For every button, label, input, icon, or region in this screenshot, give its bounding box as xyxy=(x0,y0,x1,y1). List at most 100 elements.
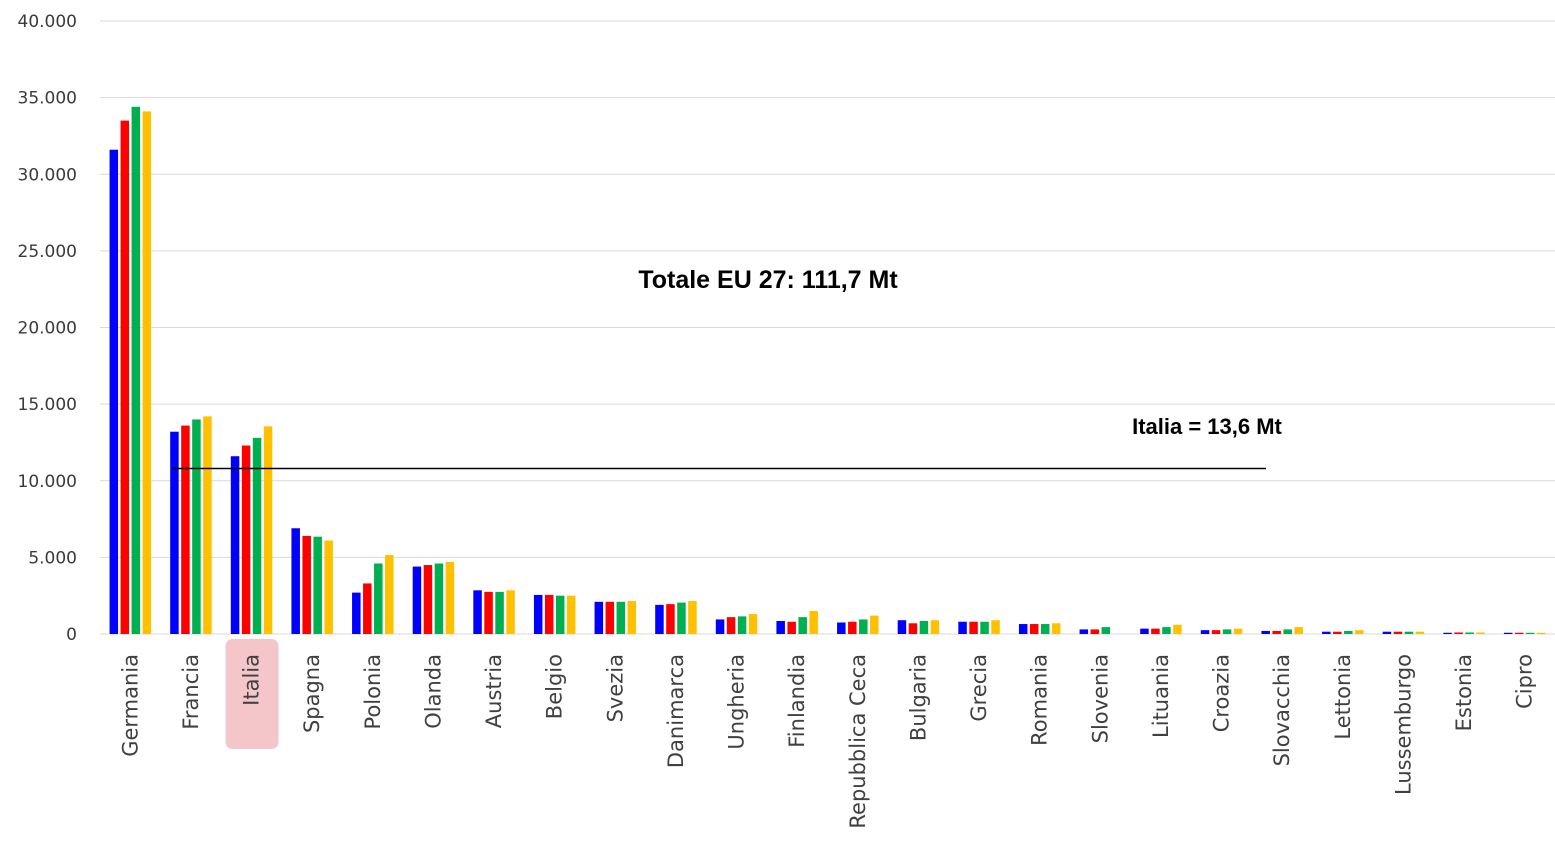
y-tick-label: 5.000 xyxy=(28,548,77,568)
x-tick-label: Romania xyxy=(1028,654,1052,746)
bar xyxy=(1344,630,1353,634)
bar xyxy=(715,619,725,634)
y-tick-label: 0 xyxy=(66,625,77,645)
bar xyxy=(1443,632,1452,634)
bar xyxy=(1355,630,1364,634)
bar xyxy=(555,595,565,634)
bar xyxy=(616,601,626,634)
bar xyxy=(484,591,493,634)
bar xyxy=(434,563,444,634)
highlight-italia xyxy=(225,639,279,749)
bar xyxy=(1415,631,1425,634)
bar xyxy=(1040,624,1050,634)
x-tick-label: Germania xyxy=(118,654,142,757)
category-highlight xyxy=(225,639,279,749)
bar xyxy=(1536,632,1546,634)
bar xyxy=(324,540,333,634)
bar xyxy=(230,456,240,634)
bar xyxy=(737,616,747,634)
bar xyxy=(848,621,857,634)
bar xyxy=(897,620,907,634)
bar xyxy=(837,622,846,634)
bar xyxy=(374,563,383,634)
bar xyxy=(726,617,736,634)
bar xyxy=(291,528,300,634)
bar xyxy=(1090,629,1100,634)
bar xyxy=(313,536,322,634)
bar xyxy=(1222,629,1232,634)
bar xyxy=(495,591,504,634)
gridlines xyxy=(100,20,1555,635)
bar xyxy=(263,426,273,634)
bar xyxy=(748,614,758,634)
bar xyxy=(1079,629,1089,634)
x-tick-label: Finlandia xyxy=(785,654,809,748)
bar xyxy=(385,555,394,634)
bar xyxy=(1503,632,1513,634)
bar xyxy=(798,617,807,634)
y-tick-label: 20.000 xyxy=(18,319,77,339)
bar xyxy=(252,437,262,634)
x-tick-label: Croazia xyxy=(1210,654,1234,732)
bar xyxy=(1476,632,1485,634)
bar xyxy=(688,601,697,634)
bar xyxy=(192,419,201,634)
x-axis: Germania Francia Italia Spagna Polonia Olanda… xyxy=(118,654,1536,829)
x-tick-label: Austria xyxy=(482,654,506,728)
bar xyxy=(958,621,967,634)
bar xyxy=(605,601,615,634)
bar xyxy=(908,623,918,634)
bar xyxy=(594,601,604,634)
bar xyxy=(566,595,576,634)
x-tick-label: Olanda xyxy=(421,654,445,729)
bar xyxy=(1151,628,1160,634)
bar xyxy=(506,590,515,634)
bar xyxy=(1162,627,1171,634)
annotation-total-eu: Totale EU 27: 111,7 Mt xyxy=(638,266,898,294)
bar xyxy=(1322,631,1331,634)
bars xyxy=(109,106,1546,635)
x-tick-label: Bulgaria xyxy=(906,654,930,741)
bar xyxy=(1333,631,1342,634)
bar xyxy=(1101,627,1111,634)
x-tick-label: Lussemburgo xyxy=(1391,654,1415,795)
x-tick-label: Spagna xyxy=(300,654,324,733)
bar xyxy=(655,604,664,634)
bar xyxy=(181,425,190,634)
bar xyxy=(1200,630,1210,634)
x-tick-label: Svezia xyxy=(603,654,627,722)
bar xyxy=(1283,629,1292,634)
annotation-italia: Italia = 13,6 Mt xyxy=(1132,414,1282,439)
x-tick-label: Ungheria xyxy=(725,654,749,750)
bar xyxy=(423,565,433,634)
bar xyxy=(109,149,119,635)
x-tick-label: Belgio xyxy=(543,654,567,719)
bar xyxy=(1140,628,1149,634)
bar xyxy=(787,621,796,634)
bar xyxy=(1404,631,1414,634)
bar xyxy=(120,120,130,635)
bar xyxy=(352,592,361,634)
x-tick-label: Slovenia xyxy=(1088,654,1112,743)
y-tick-label: 30.000 xyxy=(18,165,77,185)
bar xyxy=(859,619,868,634)
y-tick-label: 10.000 xyxy=(18,472,77,492)
bar xyxy=(666,604,675,634)
bar xyxy=(1029,624,1039,634)
x-tick-label: Slovacchia xyxy=(1270,654,1294,766)
bar xyxy=(1233,628,1243,634)
bar xyxy=(241,445,251,634)
x-tick-label: Danimarca xyxy=(664,654,688,768)
bar xyxy=(1393,631,1403,634)
bar xyxy=(677,602,686,634)
y-tick-label: 40.000 xyxy=(18,12,77,32)
bar xyxy=(1261,630,1270,634)
bar xyxy=(930,620,940,634)
x-tick-label: Polonia xyxy=(361,654,385,729)
bar xyxy=(776,620,785,634)
x-tick-label: Francia xyxy=(179,654,203,730)
bar xyxy=(1173,624,1182,634)
y-tick-label: 15.000 xyxy=(18,395,77,415)
y-tick-label: 35.000 xyxy=(18,89,77,109)
bar xyxy=(1272,630,1281,634)
